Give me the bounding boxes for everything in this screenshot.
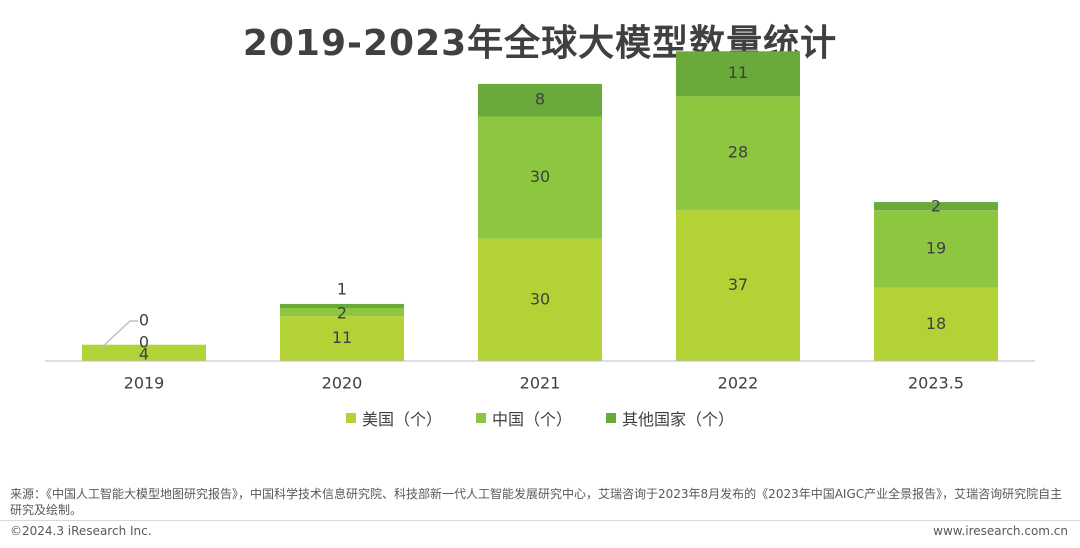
website-link[interactable]: www.iresearch.com.cn (933, 524, 1068, 538)
bar-2022-series-1 (676, 96, 800, 211)
data-label-2023.5-series-0: 18 (926, 314, 946, 333)
legend-item-china: 中国（个） (475, 406, 572, 430)
x-tick-label-2022: 2022 (718, 374, 759, 393)
x-tick-label-2019: 2019 (124, 374, 165, 393)
bar-2020-series-2 (280, 303, 404, 309)
bar-2021-series-0 (478, 238, 602, 361)
data-label-2020-series-2: 1 (337, 279, 347, 298)
legend-label-other: 其他国家（个） (622, 410, 735, 429)
legend-label-china: 中国（个） (491, 410, 572, 429)
bar-2023.5-series-0 (874, 287, 998, 361)
stacked-bar-chart: 4002019112120203030820213728112022181922… (45, 51, 1035, 393)
data-label-2019-series-2: 0 (139, 311, 149, 330)
data-label-2021-series-2: 8 (535, 90, 545, 109)
leader-line-2019 (99, 320, 131, 350)
data-label-2022-series-1: 28 (728, 143, 748, 162)
x-tick-label-2020: 2020 (322, 374, 363, 393)
bar-2020-series-1 (280, 308, 404, 317)
x-tick-label-2023.5: 2023.5 (908, 374, 964, 393)
bar-2020-series-0 (280, 316, 404, 361)
data-label-2020-series-1: 2 (337, 304, 347, 323)
legend-label-usa: 美国（个） (361, 410, 442, 429)
legend-item-usa: 美国（个） (345, 406, 442, 430)
source-note: 来源：《中国人工智能大模型地图研究报告》，中国科学技术信息研究院、科技部新一代人… (10, 487, 1063, 517)
bar-2023.5-series-1 (874, 210, 998, 288)
bar-2023.5-series-2 (874, 202, 998, 211)
copyright: ©2024.3 iResearch Inc. (10, 524, 152, 538)
legend-item-other: 其他国家（个） (606, 406, 734, 430)
data-label-2021-series-0: 30 (530, 289, 550, 308)
footer-divider (0, 520, 1080, 521)
data-label-2023.5-series-1: 19 (926, 238, 946, 257)
legend-swatch-usa (345, 413, 356, 423)
bar-2021-series-2 (478, 83, 602, 117)
bar-2021-series-1 (478, 116, 602, 239)
legend: 美国（个） 中国（个） 其他国家（个） (0, 406, 1080, 430)
data-label-2021-series-1: 30 (530, 167, 550, 186)
bar-2019-series-0 (82, 344, 206, 361)
data-label-2019-series-0: 4 (139, 345, 149, 364)
bar-2022-series-2 (676, 51, 800, 97)
legend-swatch-other (606, 413, 616, 423)
data-label-2022-series-2: 11 (728, 63, 748, 82)
legend-swatch-china (475, 413, 486, 423)
data-label-2022-series-0: 37 (728, 275, 748, 294)
data-label-2020-series-0: 11 (332, 328, 352, 347)
data-label-2019-series-1: 0 (139, 333, 149, 352)
x-tick-label-2021: 2021 (520, 374, 561, 393)
bar-2022-series-0 (676, 210, 800, 361)
data-label-2023.5-series-2: 2 (931, 197, 941, 216)
